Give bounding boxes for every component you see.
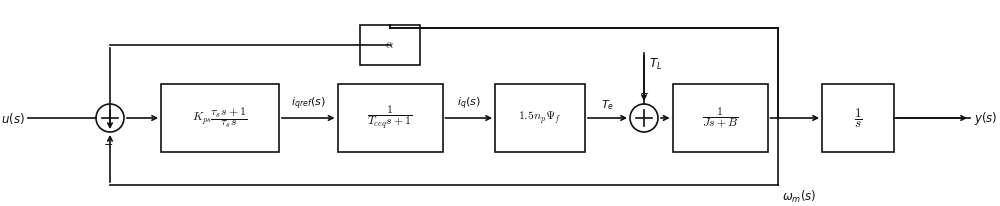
Text: $-$: $-$ — [639, 87, 649, 97]
Text: $\dfrac{1}{T_{ceq}s+1}$: $\dfrac{1}{T_{ceq}s+1}$ — [367, 104, 413, 132]
Bar — [338, 84, 442, 152]
Bar — [161, 84, 279, 152]
Bar — [672, 84, 768, 152]
Bar — [360, 25, 420, 65]
Text: $i_q(s)$: $i_q(s)$ — [457, 96, 481, 112]
Text: $T_L$: $T_L$ — [649, 57, 662, 72]
Text: $1.5n_p\Psi_f$: $1.5n_p\Psi_f$ — [518, 110, 562, 126]
Text: $\dfrac{1}{s}$: $\dfrac{1}{s}$ — [854, 107, 862, 130]
Bar — [495, 84, 585, 152]
Circle shape — [630, 104, 658, 132]
Circle shape — [96, 104, 124, 132]
Text: $i_{qref}(s)$: $i_{qref}(s)$ — [291, 96, 326, 112]
Text: $y(s)$: $y(s)$ — [974, 110, 998, 126]
Text: $u(s)$: $u(s)$ — [1, 110, 25, 125]
Bar — [822, 84, 894, 152]
Text: $T_e$: $T_e$ — [601, 98, 614, 112]
Text: $\dfrac{1}{Js+B}$: $\dfrac{1}{Js+B}$ — [702, 106, 738, 130]
Text: $K_{ps}\dfrac{\tau_s s+1}{\tau_s s}$: $K_{ps}\dfrac{\tau_s s+1}{\tau_s s}$ — [192, 106, 248, 130]
Text: $-$: $-$ — [103, 138, 113, 148]
Text: $\alpha$: $\alpha$ — [385, 39, 395, 52]
Text: $\omega_m(s)$: $\omega_m(s)$ — [782, 189, 816, 205]
